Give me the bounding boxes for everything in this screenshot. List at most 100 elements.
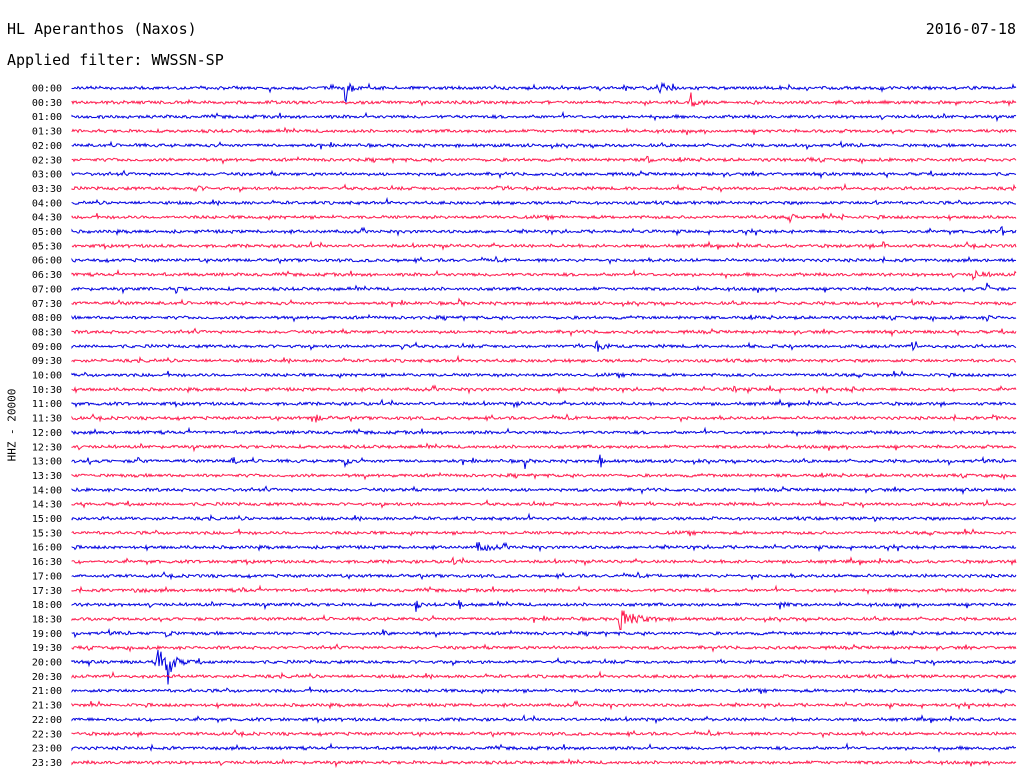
time-label-0530: 05:30 xyxy=(32,241,62,252)
time-label-2300: 23:00 xyxy=(32,744,62,755)
trace-1900 xyxy=(71,628,1017,639)
trace-0130 xyxy=(71,126,1017,136)
time-label-0930: 09:30 xyxy=(32,356,62,367)
trace-0300 xyxy=(71,169,1017,180)
trace-1830 xyxy=(71,610,1017,630)
trace-1400 xyxy=(71,485,1017,496)
time-label-2000: 20:00 xyxy=(32,658,62,669)
trace-1230 xyxy=(71,442,1017,453)
time-label-2130: 21:30 xyxy=(32,701,62,712)
station-title: HL Aperanthos (Naxos) xyxy=(7,20,197,38)
trace-1600 xyxy=(71,541,1017,553)
trace-0430 xyxy=(71,212,1017,224)
time-label-1130: 11:30 xyxy=(32,414,62,425)
time-label-1730: 17:30 xyxy=(32,586,62,597)
trace-0600 xyxy=(71,255,1017,265)
trace-2100 xyxy=(71,686,1017,695)
trace-0700 xyxy=(71,282,1017,295)
trace-0900 xyxy=(71,340,1017,352)
time-label-1000: 10:00 xyxy=(32,371,62,382)
time-label-1430: 14:30 xyxy=(32,500,62,511)
time-label-0730: 07:30 xyxy=(32,299,62,310)
trace-1200 xyxy=(71,426,1017,438)
time-label-1030: 10:30 xyxy=(32,385,62,396)
time-label-0400: 04:00 xyxy=(32,198,62,209)
time-label-0900: 09:00 xyxy=(32,342,62,353)
trace-1500 xyxy=(71,512,1017,523)
trace-1930 xyxy=(71,643,1017,653)
time-label-1530: 15:30 xyxy=(32,528,62,539)
trace-1730 xyxy=(71,584,1017,596)
trace-0830 xyxy=(71,327,1017,338)
date-label: 2016-07-18 xyxy=(925,20,1016,38)
time-label-1830: 18:30 xyxy=(32,614,62,625)
time-label-1400: 14:00 xyxy=(32,485,62,496)
time-label-0000: 00:00 xyxy=(32,84,62,95)
time-label-1700: 17:00 xyxy=(32,571,62,582)
trace-2000 xyxy=(71,649,1017,685)
time-label-1800: 18:00 xyxy=(32,600,62,611)
trace-1130 xyxy=(71,413,1017,423)
time-label-2030: 20:30 xyxy=(32,672,62,683)
trace-0530 xyxy=(71,240,1017,251)
time-label-0330: 03:30 xyxy=(32,184,62,195)
time-label-1500: 15:00 xyxy=(32,514,62,525)
time-label-1900: 19:00 xyxy=(32,629,62,640)
trace-1630 xyxy=(71,556,1017,567)
time-label-0630: 06:30 xyxy=(32,270,62,281)
trace-2030 xyxy=(71,670,1017,680)
trace-1700 xyxy=(71,571,1017,581)
time-label-0300: 03:00 xyxy=(32,170,62,181)
trace-2300 xyxy=(71,742,1016,753)
trace-0500 xyxy=(71,225,1017,237)
time-label-0700: 07:00 xyxy=(32,284,62,295)
trace-1330 xyxy=(71,471,1017,481)
trace-1800 xyxy=(71,600,1017,612)
time-label-0200: 02:00 xyxy=(32,141,62,152)
time-label-1330: 13:30 xyxy=(32,471,62,482)
time-label-0100: 01:00 xyxy=(32,112,62,123)
trace-0400 xyxy=(71,196,1016,207)
time-label-0430: 04:30 xyxy=(32,213,62,224)
trace-0200 xyxy=(71,140,1017,151)
trace-0330 xyxy=(71,182,1017,194)
trace-0230 xyxy=(71,155,1017,165)
trace-0730 xyxy=(71,297,1017,309)
time-label-2200: 22:00 xyxy=(32,715,62,726)
time-label-1300: 13:00 xyxy=(32,457,62,468)
trace-1300 xyxy=(71,454,1017,469)
time-label-0830: 08:30 xyxy=(32,327,62,338)
trace-0930 xyxy=(71,354,1017,365)
time-label-2330: 23:30 xyxy=(32,758,62,769)
time-label-1230: 12:30 xyxy=(32,442,62,453)
time-label-1100: 11:00 xyxy=(32,399,62,410)
trace-2200 xyxy=(71,714,1017,725)
trace-0000 xyxy=(71,81,1017,104)
time-label-0030: 00:30 xyxy=(32,98,62,109)
trace-0100 xyxy=(71,110,1017,123)
trace-0800 xyxy=(71,313,1017,323)
time-label-0230: 02:30 xyxy=(32,155,62,166)
time-label-0130: 01:30 xyxy=(32,127,62,138)
time-label-1600: 16:00 xyxy=(32,543,62,554)
trace-2230 xyxy=(71,728,1017,739)
time-label-2230: 22:30 xyxy=(32,729,62,740)
trace-2330 xyxy=(71,758,1017,769)
filter-label: Applied filter: WWSSN-SP xyxy=(7,51,224,69)
trace-1100 xyxy=(71,398,1017,409)
time-label-2100: 21:00 xyxy=(32,686,62,697)
trace-1000 xyxy=(71,370,1017,379)
trace-1530 xyxy=(71,528,1017,537)
trace-2130 xyxy=(71,700,1017,711)
trace-0630 xyxy=(71,268,1017,281)
trace-1030 xyxy=(71,384,1017,395)
time-label-0800: 08:00 xyxy=(32,313,62,324)
trace-0030 xyxy=(71,92,1017,108)
time-label-0500: 05:00 xyxy=(32,227,62,238)
time-label-1930: 19:30 xyxy=(32,643,62,654)
time-label-1200: 12:00 xyxy=(32,428,62,439)
time-label-0600: 06:00 xyxy=(32,256,62,267)
time-label-1630: 16:30 xyxy=(32,557,62,568)
trace-1430 xyxy=(71,498,1017,509)
